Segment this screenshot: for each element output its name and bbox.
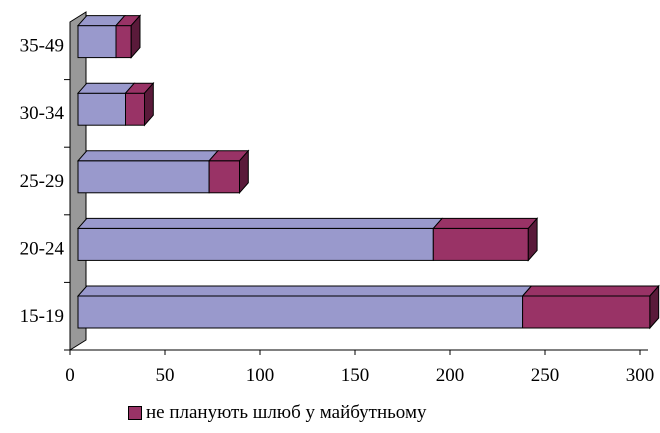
x-tick-label: 200 [436,365,465,386]
y-tick-label: 30-34 [20,103,65,124]
chart-bars [76,14,660,330]
bar-segment-side [130,14,141,59]
bar-segment-top [76,217,444,229]
bar-segment [115,25,132,59]
bar-segment [125,92,145,126]
bar-segment-top [432,217,539,229]
bar-segment [77,25,117,59]
x-tick-label: 150 [341,365,370,386]
bar-segment-top [76,285,533,297]
y-tick-label: 25-29 [20,171,64,192]
bar-segment [432,227,529,261]
bar-segment-side [144,81,154,127]
bar-segment-top [521,285,660,297]
legend-label: не планують шлюб у майбутньому [146,402,427,423]
bar-segment-top [76,82,136,94]
chart-axes [64,22,648,355]
bar-segment [77,92,126,126]
bar-segment-top [76,150,220,162]
y-tick-label: 35-49 [20,36,64,57]
bar-segment [77,295,524,329]
bar-segment [77,160,210,194]
x-tick-label: 250 [531,365,560,386]
bar-segment-side [649,284,660,330]
y-tick-label: 15-19 [20,306,64,327]
x-tick-label: 0 [65,365,75,386]
y-tick-label: 20-24 [20,238,65,259]
bar-segment [522,295,651,329]
x-tick-label: 100 [246,365,275,386]
legend: не планують шлюб у майбутньому [128,402,426,424]
x-tick-label: 50 [156,365,175,386]
bar-segment [77,227,434,261]
x-tick-label: 300 [626,365,655,386]
chart-labels: 0 50 100 150 200 250 300 15-19 20-24 25-29 30-34 35… [20,36,655,386]
legend-swatch [128,406,142,420]
bar-segment-side [239,149,249,195]
bar-segment-side [527,217,538,262]
bar-segment [208,160,241,194]
